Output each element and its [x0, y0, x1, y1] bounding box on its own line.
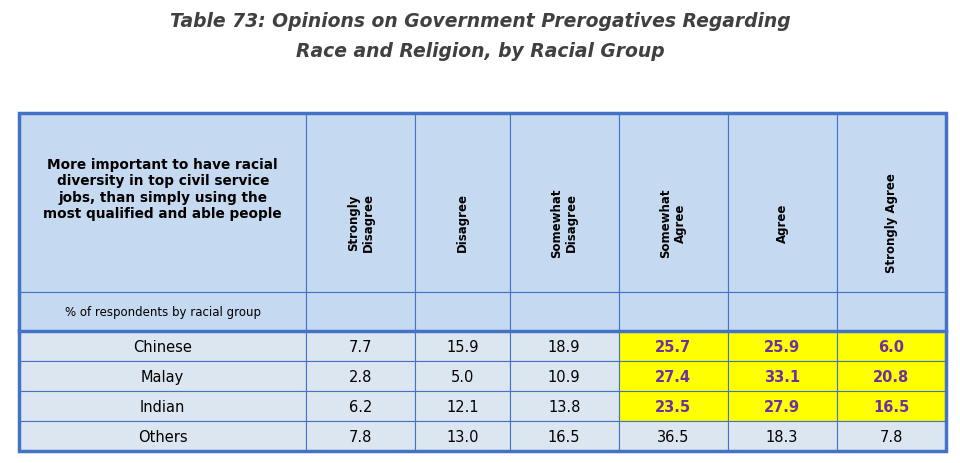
Text: 7.8: 7.8: [879, 429, 902, 444]
Text: 2.8: 2.8: [349, 369, 372, 384]
Text: 10.9: 10.9: [548, 369, 581, 384]
Text: 7.7: 7.7: [349, 339, 372, 354]
Text: 27.4: 27.4: [655, 369, 691, 384]
Text: 27.9: 27.9: [764, 399, 800, 414]
Text: Table 73: Opinions on Government Prerogatives Regarding: Table 73: Opinions on Government Preroga…: [170, 12, 790, 31]
Text: 18.3: 18.3: [766, 429, 799, 444]
Text: Strongly Agree: Strongly Agree: [884, 173, 898, 272]
Text: 25.9: 25.9: [764, 339, 801, 354]
Text: 7.8: 7.8: [349, 429, 372, 444]
Text: % of respondents by racial group: % of respondents by racial group: [64, 306, 261, 319]
Text: Malay: Malay: [141, 369, 184, 384]
Text: Agree: Agree: [776, 203, 788, 242]
Text: 6.2: 6.2: [349, 399, 372, 414]
Text: Chinese: Chinese: [133, 339, 192, 354]
Text: 5.0: 5.0: [451, 369, 474, 384]
Text: 25.7: 25.7: [655, 339, 691, 354]
Text: Strongly
Disagree: Strongly Disagree: [347, 193, 374, 252]
Text: 15.9: 15.9: [446, 339, 479, 354]
Text: Others: Others: [138, 429, 187, 444]
Text: 13.0: 13.0: [446, 429, 479, 444]
Text: 12.1: 12.1: [446, 399, 479, 414]
Text: Somewhat
Agree: Somewhat Agree: [660, 188, 687, 257]
Text: 16.5: 16.5: [873, 399, 909, 414]
Text: Indian: Indian: [140, 399, 185, 414]
Text: 33.1: 33.1: [764, 369, 801, 384]
Text: 13.8: 13.8: [548, 399, 581, 414]
Text: 18.9: 18.9: [548, 339, 581, 354]
Text: 6.0: 6.0: [878, 339, 904, 354]
Text: 16.5: 16.5: [548, 429, 581, 444]
Text: Race and Religion, by Racial Group: Race and Religion, by Racial Group: [296, 42, 664, 61]
Text: 36.5: 36.5: [657, 429, 689, 444]
Text: Somewhat
Disagree: Somewhat Disagree: [550, 188, 578, 257]
Text: 23.5: 23.5: [655, 399, 691, 414]
Text: 20.8: 20.8: [873, 369, 909, 384]
Text: More important to have racial
diversity in top civil service
jobs, than simply u: More important to have racial diversity …: [43, 158, 282, 220]
Text: Disagree: Disagree: [456, 193, 468, 252]
